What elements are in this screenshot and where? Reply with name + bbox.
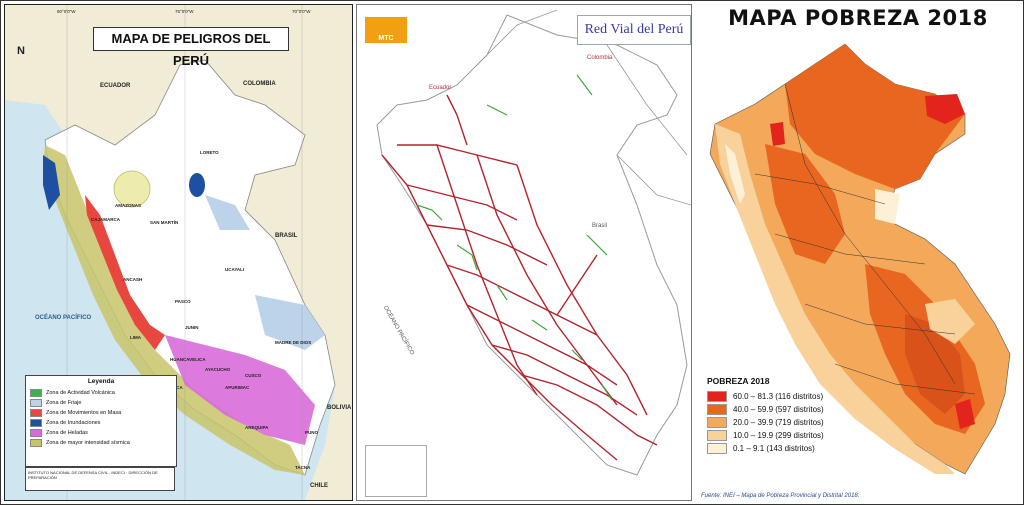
label-brasil: Brasil [592,223,608,229]
hazards-legend-title: Leyenda [87,378,115,385]
label-tacna: TACNA [295,465,311,470]
label-pasco: PASCO [175,299,191,304]
label-cusco: CUSCO [245,373,262,378]
legend-swatch [30,419,42,427]
hazards-legend-item: Zona de Movimientos en Masa [30,408,176,418]
legend-label: 20.0 – 39.9 (719 distritos) [733,418,824,427]
hazards-legend: Leyenda Zona de Actividad Volcánica Zona… [25,375,177,467]
legend-swatch [707,391,727,402]
legend-swatch [30,409,42,417]
hazards-legend-item: Zona de Actividad Volcánica [30,388,176,398]
label-junin: JUNIN [185,325,199,330]
label-ica: ICA [175,385,183,390]
hazards-map-title: MAPA DE PELIGROS DEL PERÚ [93,27,289,68]
label-ayacucho: AYACUCHO [205,367,231,372]
roads-map-title: Red Vial del Perú [577,15,691,45]
label-huancavelica: HUANCAVELICA [170,357,206,362]
legend-swatch [30,389,42,397]
poverty-legend: POBREZA 2018 60.0 – 81.3 (116 distritos)… [707,376,857,455]
label-apurimac: APURIMAC [225,385,250,390]
poverty-legend-item: 0.1 – 9.1 (143 distritos) [707,442,857,455]
legend-label: 60.0 – 81.3 (116 distritos) [733,392,824,401]
scale-label-2: 75°0'0"W [175,9,194,14]
hazards-map-canvas [5,5,352,500]
label-colombia: COLOMBIA [243,81,276,87]
poverty-legend-item: 10.0 – 19.9 (299 distritos) [707,429,857,442]
legend-label: Zona de mayor intensidad sísmica [46,440,130,446]
label-arequipa: AREQUIPA [245,425,269,430]
mtc-logo-text: MTC [378,35,394,42]
poverty-map-panel: MAPA POBREZA 2018 POBREZA 2018 60.0 – 81… [695,4,1021,501]
poverty-legend-item: 20.0 – 39.9 (719 distritos) [707,416,857,429]
label-bolivia: BOLIVIA [327,405,352,411]
hazards-legend-item: Zona de mayor intensidad sísmica [30,438,176,448]
scale-label-1: 80°0'0"W [57,9,76,14]
label-brasil: BRASIL [275,233,298,239]
poverty-legend-item: 60.0 – 81.3 (116 distritos) [707,390,857,403]
label-ancash: ANCASH [123,277,143,282]
legend-swatch [30,429,42,437]
poverty-source: Fuente: INEI – Mapa de Pobreza Provincia… [701,493,860,499]
poverty-map-title: MAPA POBREZA 2018 [728,6,988,30]
hazards-legend-item: Zona de Heladas [30,428,176,438]
legend-label: Zona de Heladas [46,430,88,436]
legend-swatch [30,399,42,407]
label-madre-de-dios: MADRE DE DIOS [275,340,312,345]
label-ucayali: UCAYALI [225,267,245,272]
legend-swatch [707,404,727,415]
poverty-legend-title: POBREZA 2018 [707,376,770,386]
scale-label-3: 70°0'0"W [292,9,311,14]
label-puno: PUNO [305,430,319,435]
north-arrow: N [17,45,25,57]
legend-swatch [30,439,42,447]
roads-legend [365,445,427,497]
legend-label: Zona de Inundaciones [46,420,101,426]
label-chile: CHILE [310,483,328,489]
hazards-credit: INSTITUTO NACIONAL DE DEFENSA CIVIL - IN… [25,467,175,491]
hazards-map-panel: MAPA DE PELIGROS DEL PERÚ N ECUADOR COLO… [4,4,353,501]
roads-map-canvas [376,9,691,476]
legend-label: Zona de Movimientos en Masa [46,410,122,416]
legend-label: 10.0 – 19.9 (299 distritos) [733,431,824,440]
label-loreto: LORETO [200,150,219,155]
poverty-map-canvas [709,43,1011,475]
legend-swatch [707,430,727,441]
label-cajamarca: CAJAMARCA [91,217,120,222]
label-ecuador: ECUADOR [100,83,131,89]
label-amazonas: AMAZONAS [115,203,141,208]
poverty-legend-item: 40.0 – 59.9 (597 distritos) [707,403,857,416]
legend-label: Zona de Friaje [46,400,82,406]
label-ecuador: Ecuador [429,85,452,91]
hazards-legend-item: Zona de Inundaciones [30,418,176,428]
legend-label: Zona de Actividad Volcánica [46,390,115,396]
legend-swatch [707,417,727,428]
mtc-logo [365,17,407,43]
legend-label: 0.1 – 9.1 (143 distritos) [733,444,815,453]
legend-label: 40.0 – 59.9 (597 distritos) [733,405,824,414]
hazards-legend-item: Zona de Friaje [30,398,176,408]
label-colombia: Colombia [587,55,613,61]
legend-swatch [707,443,727,454]
roads-map-panel: MTC Red Vial del Perú Ecuador Colombia B… [356,4,692,501]
label-san-martin: SAN MARTÍN [150,220,179,225]
label-ocean: OCÉANO PACÍFICO [35,315,92,321]
label-lima: LIMA [130,335,141,340]
